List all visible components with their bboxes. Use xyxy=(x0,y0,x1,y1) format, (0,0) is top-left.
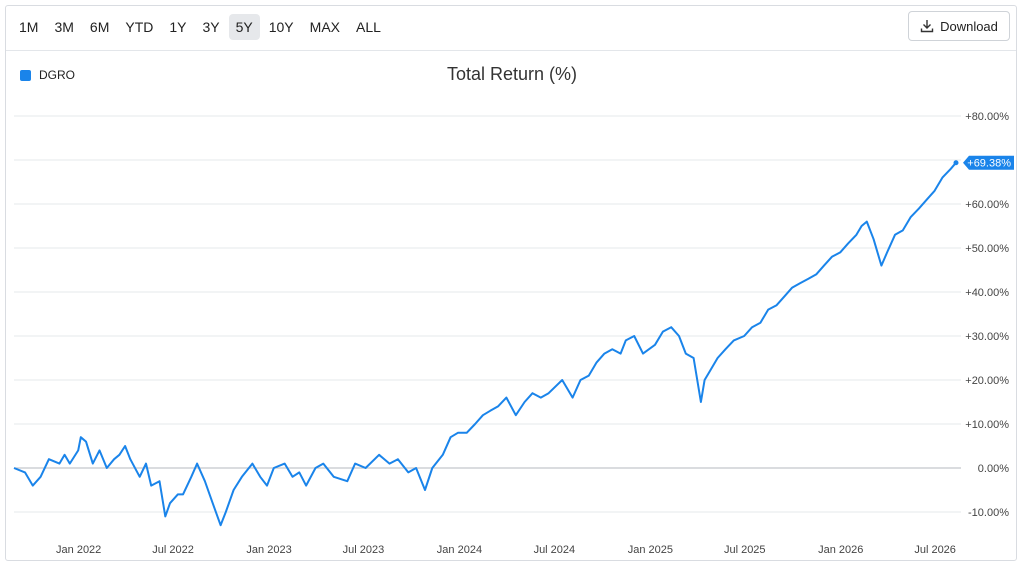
range-button-5y[interactable]: 5Y xyxy=(228,14,260,40)
y-tick-label: -10.00% xyxy=(968,507,1009,519)
chart-title: Total Return (%) xyxy=(446,64,578,84)
y-tick-label: +40.00% xyxy=(965,287,1009,299)
download-button[interactable]: Download xyxy=(908,11,1010,41)
plot-area: +80.00%+70.00%+60.00%+50.00%+40.00%+30.0… xyxy=(13,111,1014,556)
x-tick-label: Jul 2025 xyxy=(724,544,766,556)
range-button-all[interactable]: ALL xyxy=(356,19,381,35)
range-button-6m[interactable]: 6M xyxy=(89,19,110,35)
range-button-1m[interactable]: 1M xyxy=(19,19,39,35)
chart-panel: 1M 3M 6M YTD 1Y 3Y 5Y 10Y MAX ALL Download DGRO T… xyxy=(5,5,1017,561)
download-icon xyxy=(920,20,934,33)
y-tick-label: +50.00% xyxy=(965,243,1009,255)
last-value-badge xyxy=(963,155,1014,170)
x-tick-label: Jul 2022 xyxy=(152,544,194,556)
legend-swatch xyxy=(20,69,31,81)
range-button-3m[interactable]: 3M xyxy=(54,19,74,35)
x-tick-label: Jan 2024 xyxy=(437,544,482,556)
last-point xyxy=(953,160,959,166)
download-label: Download xyxy=(940,18,998,34)
y-tick-label: +10.00% xyxy=(965,419,1009,431)
range-button-1y[interactable]: 1Y xyxy=(169,19,187,35)
y-tick-label: 0.00% xyxy=(978,463,1009,475)
range-button-3y[interactable]: 3Y xyxy=(202,19,220,35)
toolbar: 1M 3M 6M YTD 1Y 3Y 5Y 10Y MAX ALL Download xyxy=(6,6,1016,51)
range-button-max[interactable]: MAX xyxy=(309,19,340,35)
x-tick-label: Jul 2026 xyxy=(914,544,956,556)
y-tick-label: +20.00% xyxy=(965,375,1009,387)
series-line-dgro xyxy=(13,162,957,527)
legend[interactable]: DGRO xyxy=(20,68,75,82)
x-tick-label: Jan 2025 xyxy=(628,544,673,556)
last-value-label: +69.38% xyxy=(967,158,1011,170)
x-tick-label: Jan 2026 xyxy=(818,544,863,556)
y-tick-label: +30.00% xyxy=(965,331,1009,343)
x-tick-label: Jan 2023 xyxy=(246,544,291,556)
range-button-ytd[interactable]: YTD xyxy=(125,19,154,35)
range-selector: 1M 3M 6M YTD 1Y 3Y 5Y 10Y MAX ALL xyxy=(12,14,388,40)
y-tick-label: +60.00% xyxy=(965,199,1009,211)
range-button-10y[interactable]: 10Y xyxy=(268,19,294,35)
x-tick-label: Jul 2023 xyxy=(343,544,385,556)
legend-label: DGRO xyxy=(39,68,75,82)
x-tick-label: Jan 2022 xyxy=(56,544,101,556)
y-tick-label: +80.00% xyxy=(965,111,1009,123)
x-tick-label: Jul 2024 xyxy=(534,544,576,556)
